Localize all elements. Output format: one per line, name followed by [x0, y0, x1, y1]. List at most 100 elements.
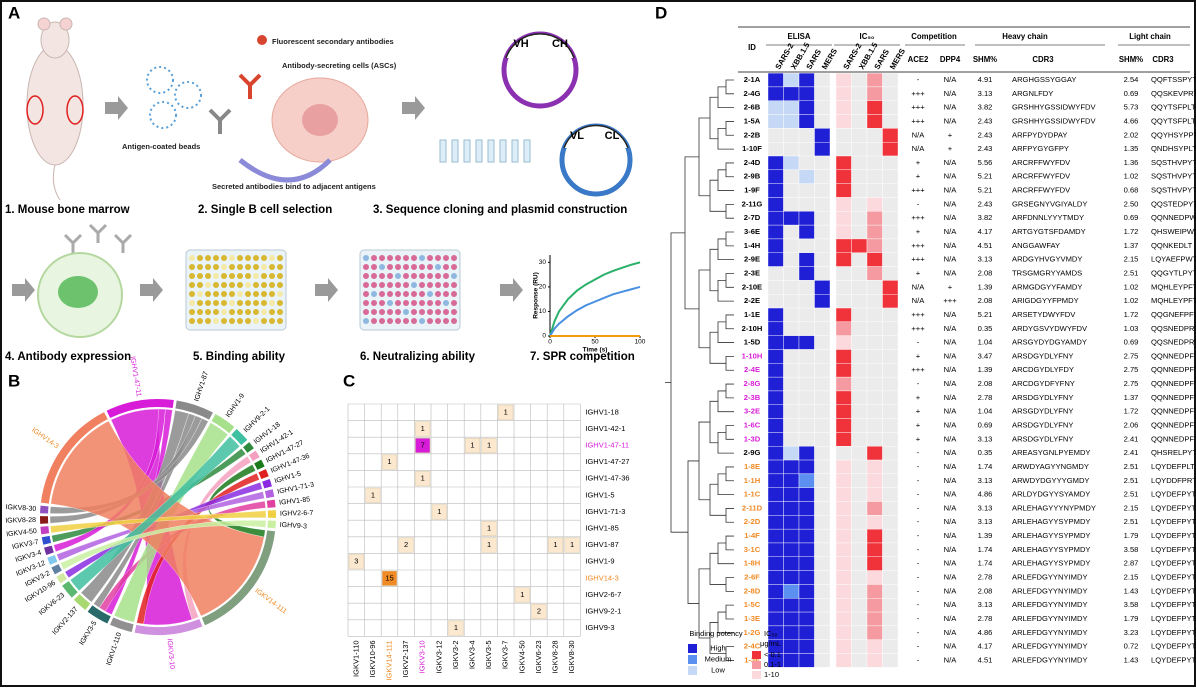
heat-cell — [767, 487, 784, 502]
cell-label: 1 — [487, 440, 491, 449]
heat-cell — [835, 155, 852, 171]
empty-cell — [851, 611, 868, 627]
heat-cell — [783, 459, 800, 475]
well — [253, 291, 259, 297]
empty-cell — [814, 404, 831, 419]
cell-text: LQYDEFPYT — [1151, 490, 1196, 499]
well — [411, 300, 417, 306]
col-label: IGKV3-5 — [484, 640, 493, 669]
row-id: 2-11D — [742, 503, 763, 512]
cell-text: +++ — [911, 89, 925, 98]
well — [245, 273, 251, 279]
well — [253, 255, 259, 261]
heat-cell — [767, 252, 784, 267]
legend-title: Binding potency — [689, 629, 743, 638]
heat-cell — [767, 349, 784, 364]
well — [245, 300, 251, 306]
empty-cell — [798, 197, 815, 212]
heat-cell — [835, 349, 852, 364]
row-label: IGHV1-47-36 — [585, 474, 629, 483]
cell-label: 15 — [385, 573, 393, 582]
cell-text: 1.37 — [1124, 393, 1139, 402]
legend-label: < 0.1 — [764, 650, 781, 659]
cell-text: 1.03 — [1124, 324, 1139, 333]
cell-text: 5.21 — [978, 172, 993, 181]
cell-text: ARLEFDGYYNYIMDY — [1012, 600, 1088, 609]
empty-cell — [882, 653, 899, 668]
well — [379, 264, 385, 270]
well — [237, 264, 243, 270]
empty-cell — [814, 252, 831, 267]
well — [213, 300, 219, 306]
y-tick-label: 30 — [539, 259, 547, 266]
cell-text: N/A — [944, 186, 958, 195]
empty-cell — [866, 335, 883, 350]
cell-text: 2.51 — [1124, 268, 1139, 277]
empty-cell — [814, 542, 831, 557]
empty-cell — [814, 100, 831, 115]
well — [395, 255, 401, 261]
heat-cell — [835, 515, 852, 530]
col-label: IGKV3-4 — [467, 640, 476, 669]
cell-text: 4.91 — [978, 75, 993, 84]
well — [245, 255, 251, 261]
well — [277, 309, 283, 315]
cell-text: ARDGYHVGYVMDY — [1012, 255, 1082, 264]
cell-text: LQYDEFPYT — [1151, 531, 1196, 540]
well — [451, 300, 457, 306]
well — [269, 300, 275, 306]
well — [411, 273, 417, 279]
well — [371, 318, 377, 324]
well — [403, 291, 409, 297]
cell-text: 3.58 — [1124, 600, 1139, 609]
annotation: Antigen-coated beads — [122, 142, 200, 151]
well — [221, 273, 227, 279]
empty-cell — [851, 321, 868, 336]
empty-cell — [882, 515, 899, 530]
empty-cell — [814, 390, 831, 405]
sector — [264, 489, 275, 499]
heat-cell — [798, 611, 815, 627]
well — [277, 264, 283, 270]
empty-cell — [783, 169, 800, 184]
cell-text: N/A — [944, 89, 958, 98]
legend-label: Medium — [705, 654, 732, 663]
well — [205, 309, 211, 315]
cell-text: 3.82 — [978, 213, 993, 222]
well — [363, 273, 369, 279]
empty-cell — [798, 432, 815, 447]
well — [189, 282, 195, 288]
cell-text: 2.41 — [1124, 448, 1139, 457]
empty-cell — [882, 321, 899, 336]
row-id: 1-10F — [742, 144, 762, 153]
well — [189, 255, 195, 261]
well — [189, 291, 195, 297]
heat-cell — [767, 542, 784, 557]
heat-cell — [835, 473, 852, 488]
empty-cell — [851, 335, 868, 350]
empty-cell — [814, 197, 831, 212]
sector — [44, 545, 54, 555]
cell-text: ARLEHAGYYSYPMDY — [1012, 531, 1091, 540]
empty-cell — [851, 211, 868, 226]
well — [419, 309, 425, 315]
well — [371, 273, 377, 279]
sector — [201, 530, 276, 626]
row-id: 2-10E — [742, 282, 762, 291]
heat-cell — [835, 72, 852, 88]
cell-text: 2.43 — [978, 144, 993, 153]
cell-text: SQSTHVPYT — [1151, 158, 1196, 167]
empty-cell — [882, 639, 899, 654]
cell-text: TRSGMGRYYAMDS — [1012, 268, 1082, 277]
cell-text: QQNKEDLT — [1151, 241, 1193, 250]
cell-text: LQYDEFPYT — [1151, 614, 1196, 623]
row-label: IGHV1-42-1 — [585, 424, 625, 433]
cell-text: 2.54 — [1124, 75, 1139, 84]
well — [245, 282, 251, 288]
cell-text: 1.72 — [1124, 227, 1139, 236]
cell-text: 1.43 — [1124, 586, 1139, 595]
row-id: 2-2D — [744, 517, 761, 526]
annotation: Antibody-secreting cells (ASCs) — [282, 61, 397, 70]
well — [435, 300, 441, 306]
well — [427, 255, 433, 261]
